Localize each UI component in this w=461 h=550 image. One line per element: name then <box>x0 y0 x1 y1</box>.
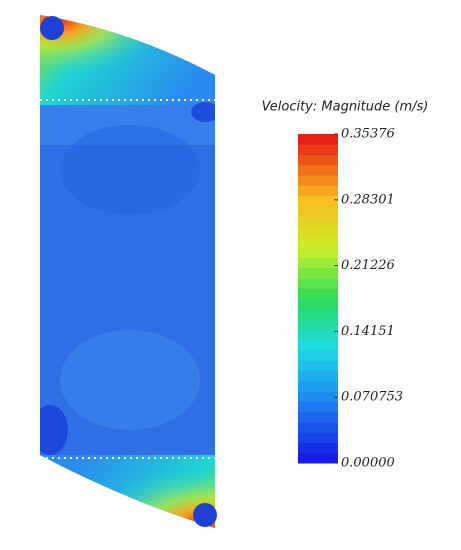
color-band <box>298 247 338 258</box>
color-band <box>298 349 338 361</box>
color-band <box>298 391 338 402</box>
tick-label: 0.14151 <box>341 324 395 339</box>
flow-domain <box>40 15 215 528</box>
color-band <box>298 319 338 330</box>
color-band <box>298 411 338 423</box>
color-band <box>298 205 338 217</box>
color-band <box>298 288 338 299</box>
color-band <box>298 134 338 145</box>
tick-label: 0.28301 <box>341 192 395 207</box>
color-band <box>298 154 338 166</box>
inlet <box>40 16 64 40</box>
color-band <box>298 401 338 413</box>
color-band <box>298 308 338 320</box>
color-band <box>298 421 338 433</box>
color-band <box>298 175 338 186</box>
color-band <box>298 432 338 443</box>
tick-label: 0.21226 <box>341 258 395 273</box>
color-band <box>298 380 338 392</box>
color-band <box>298 236 338 248</box>
outlet <box>193 503 217 527</box>
color-band <box>298 329 338 341</box>
tick-label: 0.070753 <box>341 390 403 405</box>
color-band <box>298 144 338 156</box>
color-band <box>298 452 338 464</box>
color-band <box>298 277 338 289</box>
color-band <box>298 164 338 176</box>
color-band <box>298 442 338 454</box>
color-band <box>298 226 338 238</box>
tick-label: 0.35376 <box>341 127 395 142</box>
colorbar: 0.00000 0.070753 0.14151 0.21226 0.28301 0.35… <box>298 127 403 471</box>
color-band <box>298 185 338 197</box>
color-band <box>298 216 338 228</box>
color-band <box>298 267 338 279</box>
color-band <box>298 257 338 269</box>
colorbar-title: Velocity: Magnitude (m/s) <box>262 100 429 115</box>
color-band <box>298 360 338 371</box>
color-band <box>298 339 338 351</box>
color-band <box>298 195 338 207</box>
color-band <box>298 370 338 382</box>
tick-label: 0.00000 <box>341 456 395 471</box>
color-band <box>298 298 338 310</box>
